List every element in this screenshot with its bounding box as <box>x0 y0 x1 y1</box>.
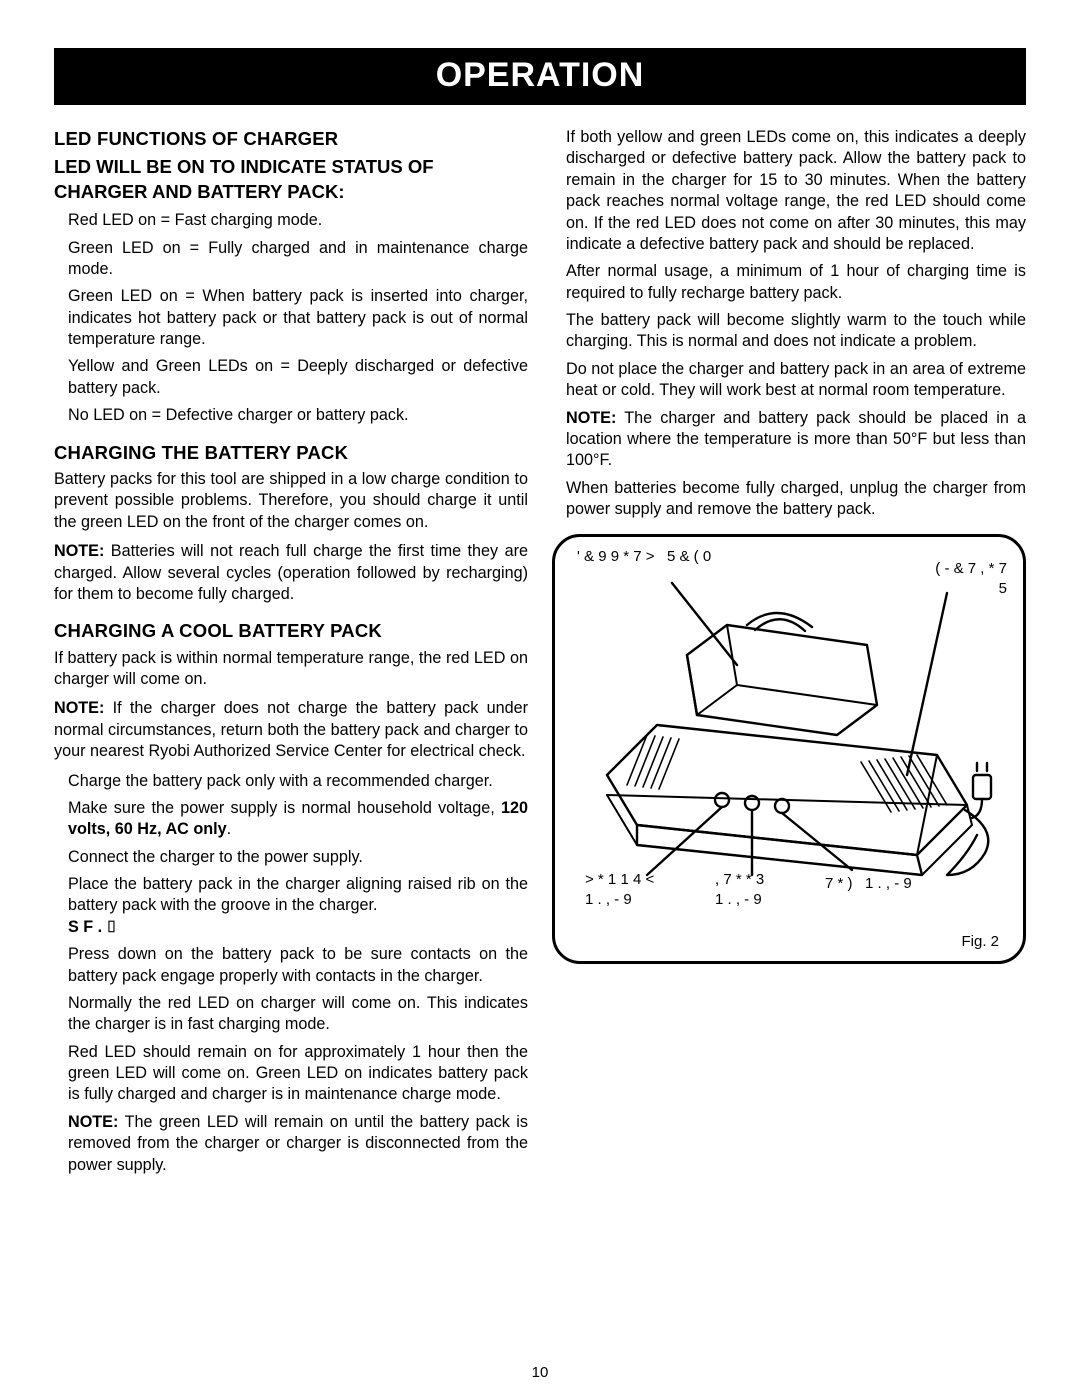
step: Red LED should remain on for approximate… <box>54 1042 528 1106</box>
step-text: . <box>227 820 232 838</box>
heading-led-functions: Led Functions of Charger <box>54 127 528 151</box>
step: Charge the battery pack only with a reco… <box>54 771 528 792</box>
heading-charging-battery: CHARGING THE BATTERY PACK <box>54 441 528 465</box>
header-title: OPERATION <box>54 48 1026 105</box>
note-label: NOTE: <box>54 699 104 717</box>
step: Connect the charger to the power supply. <box>54 847 528 868</box>
led-item: No LED on = Defective charger or battery… <box>54 405 528 426</box>
right-column: If both yellow and green LEDs come on, t… <box>552 127 1026 1182</box>
right-bullets: If both yellow and green LEDs come on, t… <box>552 127 1026 520</box>
note-text: The charger and battery pack should be p… <box>566 409 1026 470</box>
note-para: NOTE: If the charger does not charge the… <box>54 698 528 762</box>
led-item: Red LED on = Fast charging mode. <box>54 210 528 231</box>
note-text: If the charger does not charge the batte… <box>54 699 528 760</box>
heading-charging-cool: CHARGING A COOL BATTERY PACK <box>54 619 528 643</box>
note-text: Batteries will not reach full charge the… <box>54 542 528 603</box>
figure-box: ' & 9 9 * 7 > 5 & ( 0 ( - & 7 , * 7 5 > … <box>552 534 1026 964</box>
fig-label-battery-pack: ' & 9 9 * 7 > 5 & ( 0 <box>577 547 711 567</box>
led-status-list: Red LED on = Fast charging mode. Green L… <box>54 210 528 426</box>
para: After normal usage, a minimum of 1 hour … <box>552 261 1026 304</box>
step-bold: S F . ⌷ <box>68 918 116 936</box>
para: Do not place the charger and battery pac… <box>552 359 1026 402</box>
step: Normally the red LED on charger will com… <box>54 993 528 1036</box>
para: Battery packs for this tool are shipped … <box>54 469 528 533</box>
note-label: NOTE: <box>68 1113 118 1131</box>
note-para: NOTE: Batteries will not reach full char… <box>54 541 528 605</box>
note-text: The green LED will remain on until the b… <box>68 1113 528 1174</box>
note-label: NOTE: <box>566 409 616 427</box>
step-text: Make sure the power supply is normal hou… <box>68 799 501 817</box>
step-text: Place the battery pack in the charger al… <box>68 875 528 914</box>
step-note: NOTE: The green LED will remain on until… <box>54 1112 528 1176</box>
para: The battery pack will become slightly wa… <box>552 310 1026 353</box>
step: Place the battery pack in the charger al… <box>54 874 528 938</box>
note-label: NOTE: <box>54 542 104 560</box>
left-column: Led Functions of Charger LED WILL BE ON … <box>54 127 528 1182</box>
led-item: Green LED on = When battery pack is inse… <box>54 286 528 350</box>
charger-illustration <box>577 575 997 905</box>
led-item: Yellow and Green LEDs on = Deeply discha… <box>54 356 528 399</box>
para: If both yellow and green LEDs come on, t… <box>552 127 1026 255</box>
para: If battery pack is within normal tempera… <box>54 648 528 691</box>
subheading-led-status: LED WILL BE ON TO INDICATE STATUS OF CHA… <box>54 155 528 204</box>
two-column-layout: Led Functions of Charger LED WILL BE ON … <box>54 127 1026 1182</box>
figure-caption: Fig. 2 <box>961 932 999 952</box>
led-item: Green LED on = Fully charged and in main… <box>54 238 528 281</box>
note-para: NOTE: The charger and battery pack shoul… <box>552 408 1026 472</box>
step: Make sure the power supply is normal hou… <box>54 798 528 841</box>
page-number: 10 <box>0 1364 1080 1381</box>
para: When batteries become fully charged, unp… <box>552 478 1026 521</box>
charging-steps: Charge the battery pack only with a reco… <box>54 771 528 1176</box>
step: Press down on the battery pack to be sur… <box>54 944 528 987</box>
